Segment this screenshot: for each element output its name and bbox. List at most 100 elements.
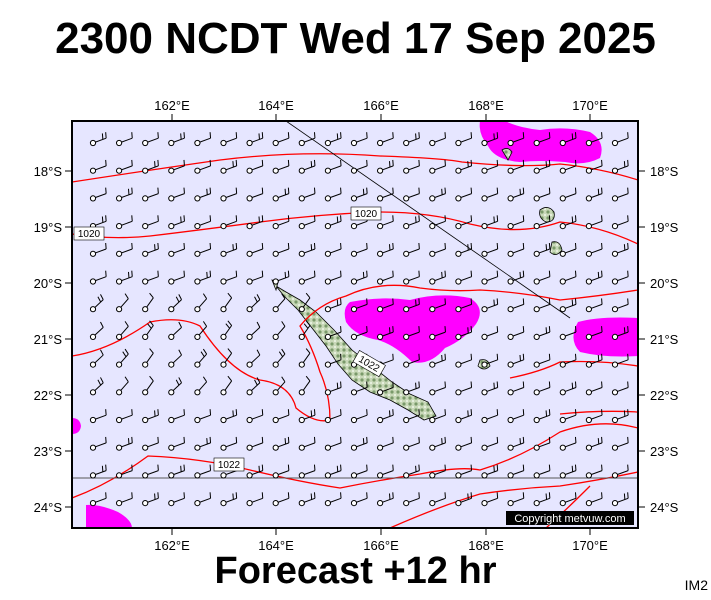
wind-station-dot: [324, 195, 331, 202]
wind-barb-flag: [124, 321, 129, 327]
wind-station-dot: [324, 389, 331, 396]
wind-station-dot: [585, 389, 593, 396]
precip-area-central: [344, 295, 480, 363]
wind-station-dot: [350, 167, 358, 174]
wind-station-dot: [272, 306, 279, 313]
lat-label: 22°S: [650, 388, 679, 403]
lat-label: 24°S: [34, 500, 63, 515]
axis-ticks: [65, 114, 645, 535]
wind-station-dot: [350, 500, 358, 507]
wind-station-dot: [272, 139, 279, 147]
wind-station-dot: [89, 195, 97, 202]
wind-station-dot: [272, 444, 279, 451]
wind-barb-flag: [305, 292, 311, 299]
wind-station-dot: [272, 416, 279, 424]
wind-station-dot: [142, 306, 149, 313]
wind-station-dot: [507, 167, 514, 174]
wind-station-dot: [585, 416, 593, 424]
wind-station-dot: [350, 250, 358, 257]
wind-station-dot: [559, 361, 566, 368]
wind-station-dot: [481, 250, 488, 257]
lon-label: 170°E: [572, 98, 608, 113]
wind-station-dot: [507, 223, 514, 230]
wind-station-dot: [194, 250, 201, 257]
wind-station-dot: [272, 333, 279, 340]
wind-station-dot: [350, 306, 358, 313]
wind-station-dot: [298, 139, 305, 147]
wind-station-dot: [455, 250, 462, 257]
lat-label: 21°S: [650, 332, 679, 347]
wind-station-dot: [585, 444, 593, 451]
wind-station-dot: [429, 333, 436, 340]
wind-station-dot: [246, 361, 253, 368]
wind-station-dot: [377, 167, 384, 174]
wind-station-dot: [298, 389, 305, 396]
wind-station-dot: [324, 361, 331, 368]
wind-station-dot: [559, 416, 566, 424]
wind-station-dot: [533, 250, 540, 257]
wind-station-dot: [142, 223, 149, 230]
wind-station-dot: [350, 223, 358, 230]
wind-barb-flag: [100, 377, 104, 383]
wind-station-dot: [559, 472, 566, 479]
wind-barb-flag: [281, 321, 286, 327]
wind-station-dot: [611, 195, 619, 202]
wind-station-dot: [559, 444, 566, 451]
wind-station-dot: [350, 139, 358, 147]
wind-station-dot: [142, 195, 149, 202]
wind-station-dot: [559, 223, 566, 230]
wind-station-dot: [246, 195, 253, 202]
lon-label: 168°E: [468, 98, 504, 113]
wind-barb-flag: [97, 296, 102, 303]
wind-station-dot: [377, 389, 384, 396]
wind-station-dot: [168, 167, 175, 174]
wind-barb-flag: [100, 294, 104, 300]
wind-barb-flag: [305, 320, 311, 326]
copyright-badge: Copyright metvuw.com: [506, 511, 634, 525]
wind-station-dot: [611, 278, 619, 285]
wind-barb-flag: [202, 321, 208, 327]
ouvea-island: [501, 148, 513, 161]
lat-label: 20°S: [650, 276, 679, 291]
wind-station-dot: [89, 416, 97, 424]
wind-barb-flag: [256, 294, 261, 300]
wind-station-dot: [246, 278, 253, 285]
wind-station-dot: [377, 416, 384, 424]
wind-station-dot: [116, 223, 123, 230]
wind-station-dot: [429, 306, 436, 313]
wind-station-dot: [533, 500, 540, 507]
wind-station-dot: [507, 195, 514, 202]
wind-station-dot: [298, 306, 305, 313]
wind-station-dot: [403, 416, 410, 424]
wind-station-dot: [481, 500, 488, 507]
wind-station-dot: [611, 416, 619, 424]
lat-label: 20°S: [34, 276, 63, 291]
wind-station-dot: [324, 444, 331, 451]
wind-barb-flag: [202, 348, 208, 355]
wind-station-dot: [168, 278, 175, 285]
wind-station-dot: [246, 167, 253, 174]
precipitation-areas: [72, 121, 638, 528]
latitude-labels-left: 18°S 19°S 20°S 21°S 22°S 23°S 24°S: [34, 164, 63, 515]
wind-station-dot: [377, 139, 384, 147]
isobar-label: 1020: [78, 229, 101, 240]
wind-station-dot: [168, 306, 175, 313]
wind-station-dot: [429, 472, 436, 479]
isobar-3: [72, 284, 638, 422]
wind-station-dot: [611, 167, 619, 174]
wind-station-dot: [585, 139, 593, 147]
lat-label: 21°S: [34, 332, 63, 347]
wind-station-dot: [429, 416, 436, 424]
wind-station-dot: [168, 500, 175, 507]
wind-station-dot: [611, 389, 619, 396]
wind-barb-flag: [254, 379, 258, 386]
wind-station-dot: [403, 444, 410, 451]
wind-station-dot: [168, 223, 175, 230]
wind-station-dot: [507, 472, 514, 479]
wind-station-dot: [220, 306, 227, 313]
wind-station-dot: [116, 416, 123, 424]
wind-station-dot: [89, 389, 97, 396]
wind-station-dot: [168, 444, 175, 451]
lat-label: 23°S: [34, 444, 63, 459]
lat-label: 18°S: [650, 164, 679, 179]
